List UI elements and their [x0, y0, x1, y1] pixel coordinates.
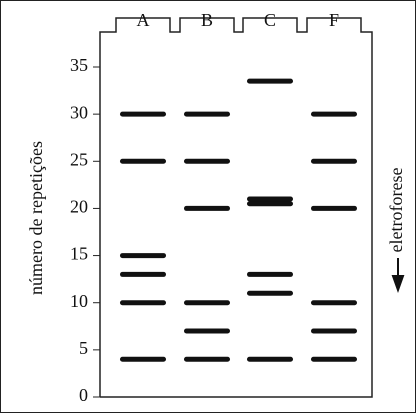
band — [247, 79, 293, 84]
band — [247, 272, 293, 277]
band — [247, 197, 293, 202]
band — [120, 112, 166, 117]
band — [247, 357, 293, 362]
direction-arrow — [393, 258, 403, 290]
band — [184, 206, 230, 211]
y-tick-label: 5 — [79, 338, 88, 358]
band — [311, 159, 357, 164]
y-tick-label: 0 — [79, 385, 88, 405]
band — [311, 329, 357, 334]
band — [247, 291, 293, 296]
band — [120, 253, 166, 258]
y-tick-label: 30 — [70, 102, 88, 122]
lane-label: A — [137, 10, 150, 30]
lane-label: F — [329, 10, 339, 30]
band — [311, 300, 357, 305]
y-tick-label: 35 — [70, 55, 88, 75]
band — [311, 112, 357, 117]
band — [311, 357, 357, 362]
band — [120, 159, 166, 164]
band — [184, 300, 230, 305]
y-tick-label: 25 — [70, 149, 88, 169]
band — [184, 112, 230, 117]
band — [311, 206, 357, 211]
band — [120, 357, 166, 362]
lane-label: C — [264, 10, 276, 30]
direction-label: eletroforese — [386, 168, 406, 253]
y-axis-label: número de repetições — [26, 141, 46, 295]
y-tick-label: 20 — [70, 197, 88, 217]
y-tick-label: 15 — [70, 244, 88, 264]
band — [184, 357, 230, 362]
band — [184, 329, 230, 334]
y-tick-label: 10 — [70, 291, 88, 311]
band — [120, 300, 166, 305]
gel-figure: número de repetições eletroforese 0 5 10 15… — [0, 0, 417, 414]
band — [120, 272, 166, 277]
band — [247, 201, 293, 206]
band — [184, 159, 230, 164]
lane-label: B — [201, 10, 213, 30]
